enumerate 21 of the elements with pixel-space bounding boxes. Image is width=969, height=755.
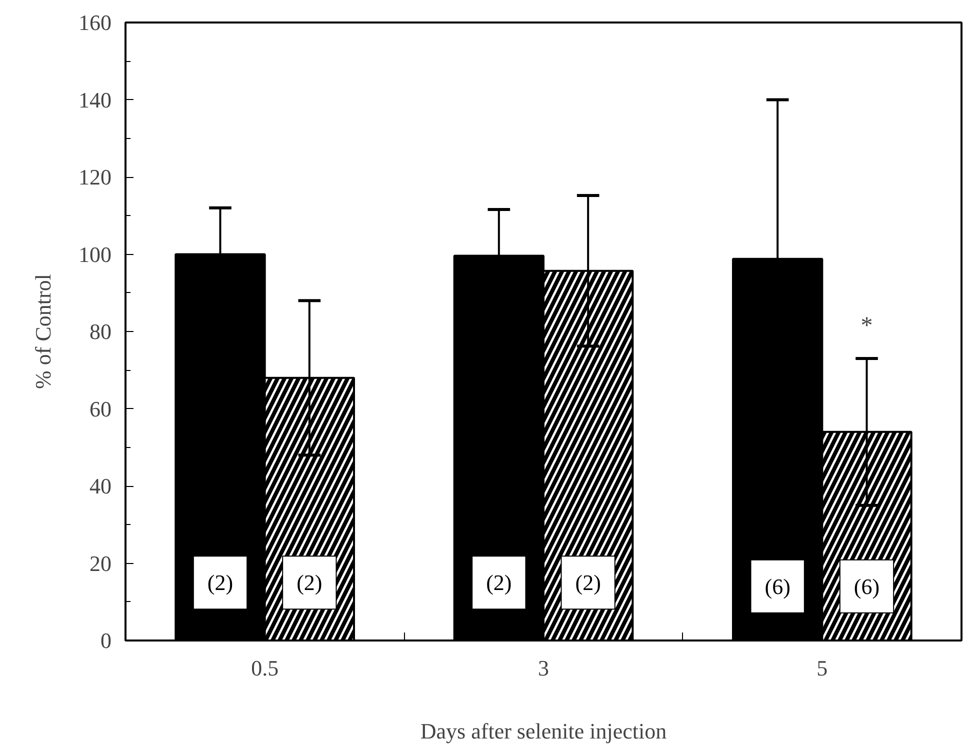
y-tick-label: 0 [100,628,112,653]
y-axis-title: % of Control [30,274,56,389]
y-tick-label: 140 [78,87,112,112]
annotation: (2) [486,570,512,596]
x-tick-label: 5 [816,656,828,680]
annotation: (2) [575,570,601,596]
y-tick-label: 40 [90,474,112,498]
annotation: (6) [764,574,790,599]
x-axis-title: Days after selenite injection [420,718,667,744]
y-tick-label: 160 [78,10,112,35]
annotation: (6) [854,574,880,599]
y-tick-label: 100 [78,242,112,267]
annotation: * [860,313,873,340]
x-tick-label: 3 [538,656,549,680]
y-tick-label: 120 [78,164,112,190]
annotation: (2) [207,570,234,596]
y-tick-label: 80 [90,319,112,344]
y-tick-label: 20 [90,550,112,576]
x-tick-label: 0.5 [251,656,279,680]
annotation: (2) [296,570,322,596]
y-tick-label: 60 [90,396,112,422]
